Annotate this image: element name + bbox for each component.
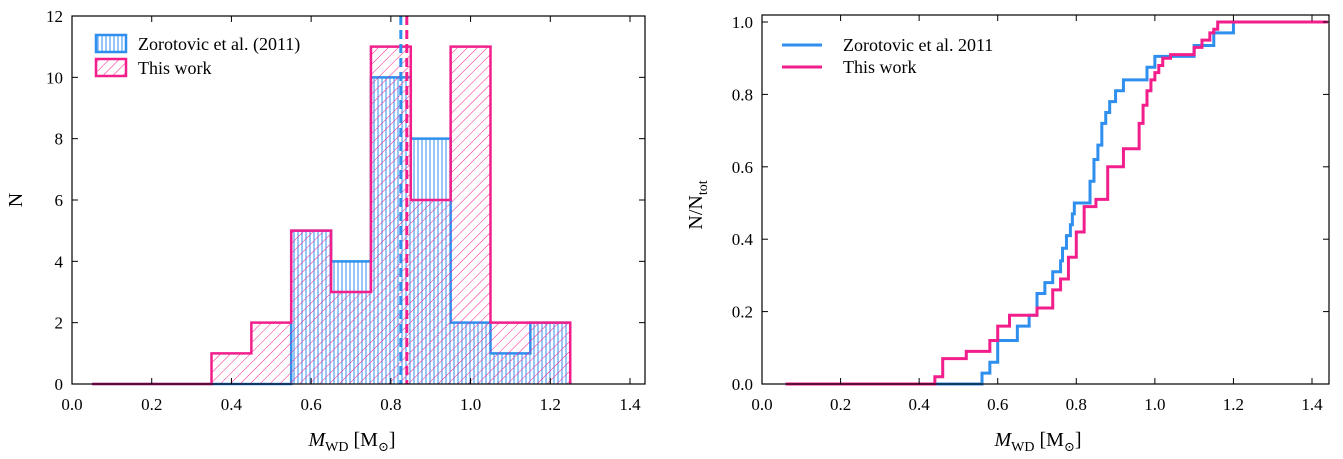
histogram-legend: Zorotovic et al. (2011) This work (94, 33, 300, 78)
mean-lines (399, 16, 409, 384)
x-tick-label: 0.2 (141, 395, 162, 414)
this-work-bar-fill (370, 46, 411, 385)
x-tick-label: 0.0 (61, 395, 82, 414)
y-axis-label-left: N (5, 193, 27, 207)
x-tick-label: 1.4 (619, 395, 641, 414)
cumulative-axes: 0.0 0.2 0.4 0.6 0.8 1.0 1.2 1.4 0.0 0.2 0.4 0.6 0.8 1… (732, 13, 1330, 414)
x-tick-label: 1.0 (460, 395, 481, 414)
y-tick-label: 12 (46, 7, 63, 26)
this-work-bar-fill (410, 200, 451, 384)
x-tick-label: 0.6 (301, 395, 322, 414)
x-tick-label: 0.4 (909, 395, 931, 414)
y-tick-label: 0.2 (732, 303, 753, 322)
legend-swatch-this-work (94, 57, 128, 78)
this-work-bar-fill (490, 322, 531, 384)
cumulative-lines (785, 20, 1328, 386)
x-axis-label-right: MWD [M⊙] (993, 429, 1081, 455)
legend-label-zorotovic: Zorotovic et al. (2011) (138, 34, 300, 55)
y-tick-label: 2 (55, 314, 64, 333)
this-work-bar-fill (331, 292, 371, 384)
legend-label-zorotovic-2011: Zorotovic et al. 2011 (843, 35, 993, 55)
legend-label-this-work-2: This work (843, 57, 917, 77)
histogram-axes: 0.0 0.2 0.4 0.6 0.8 1.0 1.2 1.4 0 2 4 6 8 10 12 (46, 7, 646, 414)
this-work-bar-fill (251, 322, 292, 384)
x-tick-label: 1.2 (1223, 395, 1244, 414)
x-tick-label: 1.0 (1144, 395, 1165, 414)
x-tick-label: 1.4 (1301, 395, 1323, 414)
y-tick-label: 4 (55, 252, 64, 271)
cumulative-panel: 0.0 0.2 0.4 0.6 0.8 1.0 1.2 1.4 0.0 0.2 0.4 0.6 0.8 1… (685, 13, 1330, 455)
y-tick-label: 10 (46, 68, 63, 87)
x-tick-label: 1.2 (540, 395, 561, 414)
y-tick-label: 0.4 (732, 230, 754, 249)
this-work-histogram-bars (91, 45, 572, 386)
cumulative-legend: Zorotovic et al. 2011 This work (782, 35, 993, 77)
y-tick-label: 8 (55, 130, 64, 149)
y-tick-label: 0.0 (732, 375, 753, 394)
y-axis-label-right: N/Ntot (685, 180, 711, 229)
x-tick-label: 0.4 (221, 395, 243, 414)
legend-swatch-zorotovic (94, 33, 128, 54)
histogram-panel: Zorotovic et al. (2011) This work N MWD … (5, 7, 646, 455)
x-tick-label: 0.8 (1066, 395, 1087, 414)
plot-frame-right (761, 14, 1330, 385)
thiswork-cumulative-line (785, 20, 1328, 386)
zorotovic-cumulative-line (785, 20, 1328, 386)
x-tick-label: 0.2 (830, 395, 851, 414)
this-work-histogram-outline (91, 45, 572, 386)
x-tick-label: 0.6 (987, 395, 1008, 414)
x-tick-label: 0.0 (751, 395, 772, 414)
x-tick-label: 0.8 (380, 395, 401, 414)
legend-label-this-work: This work (138, 58, 212, 78)
y-tick-label: 0.6 (732, 158, 753, 177)
y-tick-label: 0.8 (732, 85, 753, 104)
this-work-bar-fill (530, 322, 571, 384)
this-work-bar-fill (450, 46, 491, 385)
y-tick-label: 0 (55, 375, 64, 394)
this-work-bar-fill (291, 230, 332, 384)
x-axis-label-left: MWD [M⊙] (307, 429, 395, 455)
y-tick-label: 1.0 (732, 13, 753, 32)
y-tick-label: 6 (55, 191, 64, 210)
